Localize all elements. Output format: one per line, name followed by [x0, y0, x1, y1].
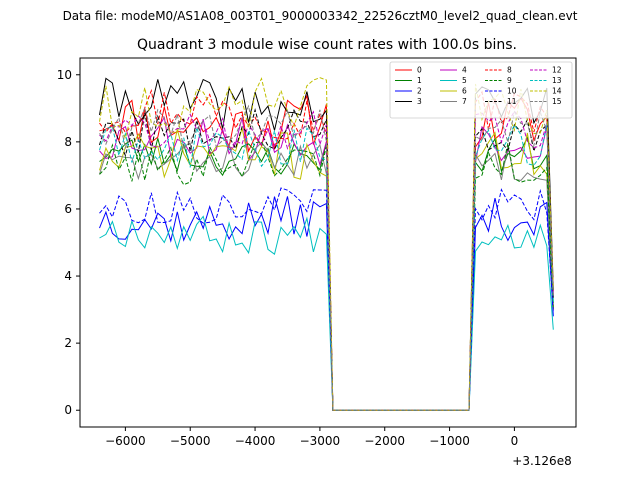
legend-label-7: 7 — [462, 97, 467, 106]
legend-label-9: 9 — [507, 76, 512, 85]
plot-frame — [79, 57, 577, 428]
legend-label-12: 12 — [552, 66, 562, 75]
legend-label-4: 4 — [462, 66, 467, 75]
y-tick-label: 0 — [64, 403, 72, 417]
chart-title: Quadrant 3 module wise count rates with … — [137, 37, 517, 53]
legend-label-11: 11 — [507, 97, 517, 106]
x-tick-label: −1000 — [429, 434, 470, 448]
legend-label-2: 2 — [417, 87, 422, 96]
series-line-5 — [99, 215, 554, 411]
legend-label-14: 14 — [552, 87, 562, 96]
y-tick-label: 4 — [64, 269, 72, 283]
legend-label-10: 10 — [507, 87, 517, 96]
y-tick-label: 10 — [57, 68, 72, 82]
x-tick-label: −6000 — [105, 434, 146, 448]
legend-label-15: 15 — [552, 97, 562, 106]
legend-label-1: 1 — [417, 76, 422, 85]
series-line-10 — [99, 187, 554, 411]
legend-box — [389, 61, 573, 119]
legend-label-6: 6 — [462, 87, 467, 96]
series-line-7 — [99, 141, 554, 411]
x-offset-label: +3.126e8 — [512, 454, 571, 468]
legend-label-3: 3 — [417, 97, 422, 106]
legend-label-0: 0 — [417, 66, 422, 75]
x-tick-label: −4000 — [235, 434, 276, 448]
x-tick-label: 0 — [511, 434, 519, 448]
series-line-13 — [99, 123, 554, 411]
x-tick-label: −3000 — [300, 434, 341, 448]
series-layer — [99, 77, 554, 411]
series-line-2 — [99, 196, 554, 411]
series-line-11 — [99, 107, 554, 411]
legend-label-5: 5 — [462, 76, 467, 85]
legend-label-8: 8 — [507, 66, 512, 75]
chart-suptitle: Data file: modeM0/AS1A08_003T01_90000033… — [63, 9, 578, 23]
y-tick-label: 6 — [64, 202, 72, 216]
x-tick-label: −2000 — [364, 434, 405, 448]
y-tick-label: 8 — [64, 135, 72, 149]
series-line-15 — [99, 104, 554, 411]
x-tick-label: −5000 — [170, 434, 211, 448]
y-tick-label: 2 — [64, 336, 72, 350]
legend-label-13: 13 — [552, 76, 562, 85]
